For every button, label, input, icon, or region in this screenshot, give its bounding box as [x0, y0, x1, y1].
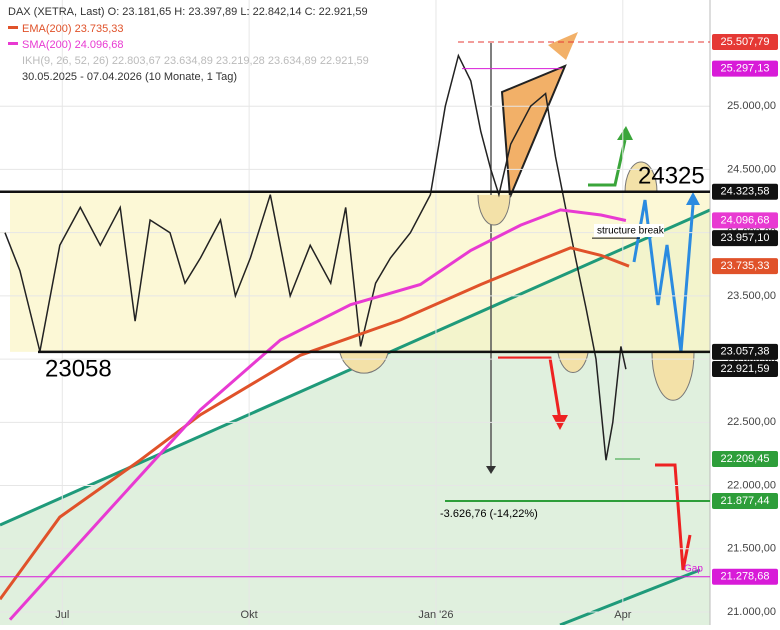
- price-tag: [712, 361, 778, 378]
- header: EMA(200) 23.735,33: [22, 23, 124, 35]
- x-tick-label: Jul: [55, 609, 69, 621]
- price-tag: [712, 34, 778, 51]
- annotation: structure break: [597, 226, 665, 237]
- price-tag: [712, 451, 778, 468]
- y-tick-label: 21.000,00: [727, 606, 776, 618]
- price-tag-label: 25.297,13: [721, 63, 770, 75]
- path-arrow-head: [686, 192, 700, 205]
- drop-arrow: [655, 463, 692, 571]
- price-tag-label: 21.278,68: [721, 571, 770, 583]
- price-tag-label: 23.057,38: [721, 346, 770, 358]
- wedge: [500, 64, 567, 198]
- price-tag-label: 23.735,33: [721, 260, 770, 272]
- y-tick-label: 25.000,00: [727, 100, 776, 112]
- annotation: Gap: [684, 564, 703, 575]
- curve: [651, 352, 695, 401]
- y-tick-label: 24.500,00: [727, 163, 776, 175]
- y-tick-label: 23.500,00: [727, 290, 776, 302]
- curve: [477, 194, 511, 226]
- trendline: [559, 568, 701, 627]
- price-tag: [712, 230, 778, 247]
- price-tag-label: 21.877,44: [721, 495, 770, 507]
- price-tag-label: 24.096,68: [721, 214, 770, 226]
- label-bg: [594, 224, 664, 237]
- price-tag-label: 22.209,45: [721, 453, 770, 465]
- series-line: [4, 53, 627, 461]
- up-arrow: [588, 139, 627, 187]
- wedge-arrow: [548, 32, 578, 60]
- down-arrow: [498, 356, 562, 421]
- header: SMA(200) 24.096,68: [22, 39, 124, 51]
- axis-panel: [710, 0, 780, 625]
- up-arrow-head: [617, 126, 633, 140]
- header: 30.05.2025 - 07.04.2026 (10 Monate, 1 Ta…: [22, 71, 237, 83]
- x-tick-label: Jan '26: [418, 609, 453, 621]
- path-arrow: [632, 199, 695, 353]
- y-tick-label: 22.500,00: [727, 416, 776, 428]
- price-tag: [712, 183, 778, 200]
- annotation: 24325: [638, 162, 705, 189]
- price-tag: [712, 568, 778, 585]
- price-tag-label: 24.323,58: [721, 186, 770, 198]
- price-tag: [712, 258, 778, 275]
- curve: [557, 352, 589, 374]
- y-tick-label: 22.000,00: [727, 479, 776, 491]
- legend-swatch: [8, 26, 18, 29]
- price-tag: [712, 60, 778, 77]
- price-tag: [712, 493, 778, 510]
- price-tag: [712, 343, 778, 360]
- price-tag-label: 23.957,10: [721, 232, 770, 244]
- y-tick-label: 21.500,00: [727, 543, 776, 555]
- annotation: 23058: [45, 355, 112, 382]
- header: IKH(9, 26, 52, 26) 22.803,67 23.634,89 2…: [22, 55, 369, 67]
- annotation: -3.626,76 (-14,22%): [440, 508, 538, 520]
- curve: [339, 352, 389, 374]
- header: DAX (XETRA, Last) O: 23.181,65 H: 23.397…: [8, 6, 368, 18]
- price-tag-label: 22.921,59: [721, 363, 770, 375]
- series-line: [8, 208, 627, 621]
- x-tick-label: Okt: [241, 609, 258, 621]
- legend-swatch: [8, 42, 18, 45]
- series-line: [0, 246, 630, 601]
- price-tag: [712, 212, 778, 229]
- x-tick-label: Apr: [614, 609, 631, 621]
- range-band: [10, 191, 710, 352]
- measure-arrow: [486, 466, 496, 474]
- price-tag-label: 25.507,79: [721, 36, 770, 48]
